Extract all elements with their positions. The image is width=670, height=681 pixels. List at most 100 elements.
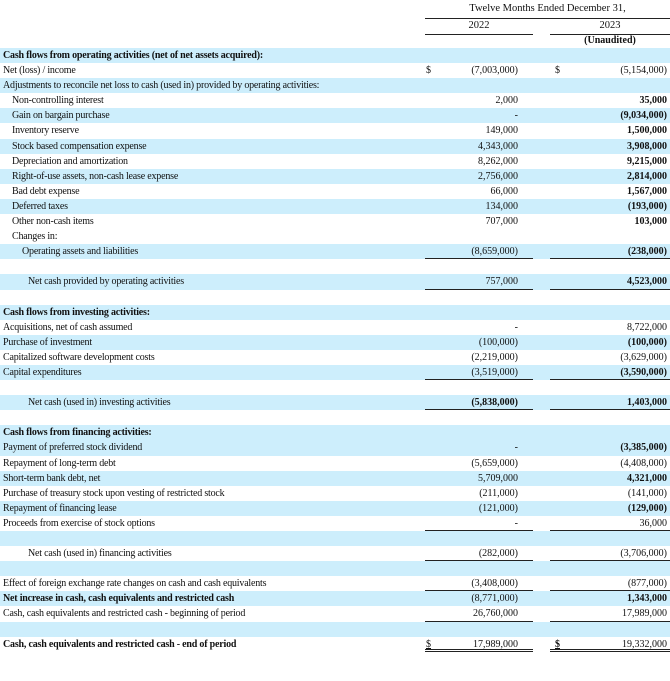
table-row: Capital expenditures (3,519,000) (3,590,00… [0,364,670,381]
total-underline [425,258,533,260]
table-row: Net increase in cash, cash equivalents a… [0,591,670,607]
column-2022-rule [425,34,533,35]
value-2022: 2,756,000 [478,170,518,182]
table-row [0,259,670,274]
table-row: Repayment of long-term debt (5,659,000) (4… [0,456,670,471]
value-2023: 8,722,000 [627,321,667,333]
currency-symbol-2023: $ [555,638,560,650]
row-label: Net increase in cash, cash equivalents a… [3,593,235,605]
table-row [0,621,670,637]
value-2022: (211,000) [479,487,518,499]
table-row: Purchase of investment (100,000) (100,000) [0,334,670,350]
total-underline [425,409,533,411]
table-row: Repayment of financing lease (121,000) (12… [0,500,670,516]
value-2023: 1,403,000 [627,397,667,409]
table-row: Net cash provided by operating activitie… [0,274,670,290]
value-2023: (141,000) [627,487,667,499]
table-row: Depreciation and amortization 8,262,000 9,… [0,154,670,169]
table-row: Cash flows from financing activities: [0,425,670,441]
value-2023: 19,332,000 [622,638,667,650]
row-label: Right-of-use assets, non-cash lease expe… [12,170,179,182]
value-2022: 8,262,000 [478,155,518,167]
table-row: Non-controlling interest 2,000 35,000 [0,93,670,108]
value-2023: 4,321,000 [627,472,667,484]
row-label: Cash flows from financing activities: [3,427,152,439]
row-label: Net (loss) / income [3,65,76,77]
value-2023: (238,000) [627,246,667,258]
row-label: Other non-cash items [12,216,94,228]
row-label: Capital expenditures [3,366,82,378]
table-row: Capitalized software development costs (2… [0,350,670,365]
row-label: Payment of preferred stock dividend [3,442,143,454]
table-row: Operating assets and liabilities (8,659,0… [0,244,670,260]
table-row: Bad debt expense 66,000 1,567,000 [0,184,670,199]
value-2022: 149,000 [485,125,519,137]
table-row: Payment of preferred stock dividend - (3,3… [0,440,670,456]
total-underline [425,379,533,381]
column-2023-rule [550,34,670,35]
value-2023: (4,408,000) [620,457,667,469]
value-2022: - [514,110,518,122]
unaudited-note: (Unaudited) [584,35,636,46]
table-row: Acquisitions, net of cash assumed - 8,722,… [0,320,670,335]
row-label: Net cash (used in) investing activities [28,397,171,409]
table-row: Short-term bank debt, net 5,709,000 4,321,… [0,470,670,486]
value-2022: (3,519,000) [471,366,518,378]
value-2023: 1,343,000 [627,593,667,605]
value-2022: 4,343,000 [478,140,518,152]
currency-symbol-2022: $ [426,65,431,77]
row-label: Capitalized software development costs [3,351,155,363]
value-2022: 26,760,000 [473,608,518,620]
value-2022: (8,659,000) [471,246,518,258]
value-2022: - [514,442,518,454]
value-2022: 66,000 [490,185,519,197]
value-2023: 2,814,000 [627,170,667,182]
row-label: Stock based compensation expense [12,140,147,152]
row-label: Cash flows from operating activities (ne… [3,50,264,61]
value-2023: 35,000 [639,95,668,107]
total-underline [550,379,670,381]
row-label: Net cash provided by operating activitie… [28,276,184,288]
value-2023: 3,908,000 [627,140,667,152]
period-header: Twelve Months Ended December 31, [469,3,626,14]
row-label: Effect of foreign exchange rate changes … [3,578,267,590]
value-2022: 757,000 [485,276,519,288]
row-label: Operating assets and liabilities [22,246,139,258]
table-row [0,410,670,425]
table-row: Changes in: [0,229,670,244]
total-underline [550,288,670,290]
value-2023: (3,385,000) [620,442,667,454]
table-row [0,380,670,395]
total-underline [550,409,670,411]
table-row: Deferred taxes 134,000 (193,000) [0,198,670,215]
total-underline [425,620,533,622]
total-underline [550,560,670,562]
row-label: Acquisitions, net of cash assumed [3,321,133,333]
currency-symbol-2023: $ [555,65,560,77]
table-row: Net (loss) / income $ (7,003,000) $ (5,154,0… [0,63,670,78]
value-2023: 17,989,000 [622,608,667,620]
value-2022: (5,659,000) [471,457,518,469]
table-row: Stock based compensation expense 4,343,00… [0,138,670,154]
row-label: Bad debt expense [12,185,80,197]
column-header-2023: 2023 [599,20,621,31]
value-2023: (9,034,000) [620,110,667,122]
total-underline [425,590,533,592]
table-row: Cash flows from operating activities (ne… [0,48,670,64]
table-row: Other non-cash items 707,000 103,000 [0,214,670,229]
value-2022: 707,000 [485,216,519,228]
table-row: Gain on bargain purchase - (9,034,000) [0,108,670,124]
table-row: Inventory reserve 149,000 1,500,000 [0,123,670,138]
value-2022: 17,989,000 [473,638,518,650]
value-2022: (7,003,000) [471,65,518,77]
value-2023: (100,000) [627,336,667,348]
table-row: Effect of foreign exchange rate changes … [0,576,670,592]
total-underline [550,530,670,531]
total-underline [550,590,670,592]
value-2023: 36,000 [639,517,668,529]
total-underline [425,648,533,652]
value-2023: (3,590,000) [620,366,667,378]
table-row: Net cash (used in) investing activities (… [0,395,670,411]
value-2022: (100,000) [478,336,518,348]
row-label: Deferred taxes [12,200,68,212]
